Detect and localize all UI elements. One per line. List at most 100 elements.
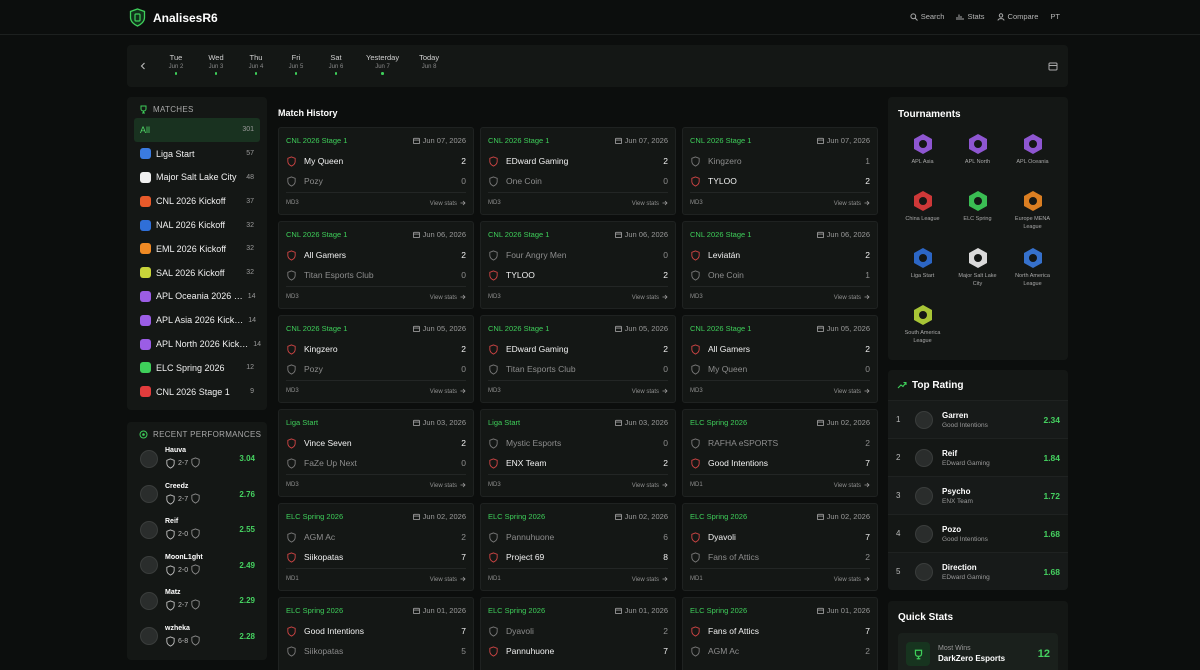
day[interactable]: Wed Jun 3 bbox=[196, 53, 236, 75]
match-filter[interactable]: Liga Start 57 bbox=[134, 142, 260, 166]
prev-arrow[interactable] bbox=[139, 62, 147, 70]
tournament[interactable]: Major Salt Lake City bbox=[950, 247, 1005, 304]
view-stats-link[interactable]: View stats bbox=[430, 576, 466, 584]
performance-row[interactable]: Hauva 2-7 3.04 bbox=[127, 441, 267, 477]
team-row: Project 69 8 bbox=[488, 550, 668, 564]
performance-row[interactable]: wzheka 6-8 2.28 bbox=[127, 619, 267, 655]
tournament[interactable]: China League bbox=[895, 190, 950, 247]
brand[interactable]: AnalisesR6 bbox=[153, 11, 218, 25]
match-filter[interactable]: APL Asia 2026 Kick… 14 bbox=[134, 308, 260, 332]
match-card[interactable]: CNL 2026 Stage 1 Jun 07, 2026 Kingzero 1 TYL… bbox=[682, 127, 878, 215]
view-stats-link[interactable]: View stats bbox=[632, 576, 668, 584]
match-card[interactable]: CNL 2026 Stage 1 Jun 05, 2026 Kingzero 2 Poz… bbox=[278, 315, 474, 403]
match-card[interactable]: ELC Spring 2026 Jun 02, 2026 AGM Ac 2 Siikop… bbox=[278, 503, 474, 591]
performance-row[interactable]: Creedz 2-7 2.76 bbox=[127, 477, 267, 513]
match-card[interactable]: CNL 2026 Stage 1 Jun 06, 2026 Four Angry M… bbox=[480, 221, 676, 309]
view-stats-link[interactable]: View stats bbox=[834, 576, 870, 584]
performance-row[interactable]: MoonL1ght 2-0 2.49 bbox=[127, 548, 267, 584]
match-filter[interactable]: SAL 2026 Kickoff 32 bbox=[134, 261, 260, 285]
view-stats-link[interactable]: View stats bbox=[834, 482, 870, 490]
tournament[interactable]: APL North bbox=[950, 133, 1005, 190]
match-card[interactable]: ELC Spring 2026 Jun 02, 2026 Pannuhuone 6 Pr… bbox=[480, 503, 676, 591]
match-filter[interactable]: CNL 2026 Stage 1 9 bbox=[134, 380, 260, 404]
tournament[interactable]: North America League bbox=[1005, 247, 1060, 304]
tournament[interactable]: APL Oceania bbox=[1005, 133, 1060, 190]
team-row: Siikopatas 5 bbox=[286, 644, 466, 658]
tournament[interactable]: APL Asia bbox=[895, 133, 950, 190]
match-card[interactable]: CNL 2026 Stage 1 Jun 07, 2026 EDward Gamin… bbox=[480, 127, 676, 215]
view-stats-link[interactable]: View stats bbox=[834, 294, 870, 302]
calendar-button[interactable] bbox=[1048, 61, 1058, 71]
day[interactable]: Sat Jun 6 bbox=[316, 53, 356, 75]
match-filter[interactable]: CNL 2026 Kickoff 37 bbox=[134, 189, 260, 213]
view-stats-link[interactable]: View stats bbox=[834, 388, 870, 396]
nav-item[interactable]: Search bbox=[910, 12, 944, 21]
match-filter[interactable]: EML 2026 Kickoff 32 bbox=[134, 237, 260, 261]
day-name: Tue bbox=[169, 53, 183, 62]
event-name: ELC Spring 2026 bbox=[488, 606, 546, 615]
match-filter[interactable]: NAL 2026 Kickoff 32 bbox=[134, 213, 260, 237]
view-stats-link[interactable]: View stats bbox=[430, 200, 466, 208]
rating-row[interactable]: 4 Pozo Good Intentions 1.68 bbox=[888, 514, 1068, 552]
nav-item[interactable]: Stats bbox=[956, 12, 985, 21]
day-date: Jun 4 bbox=[248, 64, 264, 70]
section-title: Match History bbox=[278, 108, 338, 118]
nav-item[interactable]: PT bbox=[1050, 12, 1060, 21]
match-filter[interactable]: ELC Spring 2026 12 bbox=[134, 356, 260, 380]
tournament[interactable]: South America League bbox=[895, 304, 950, 361]
tournament[interactable]: ELC Spring bbox=[950, 190, 1005, 247]
team-name: EDward Gaming bbox=[506, 156, 569, 166]
performance-row[interactable]: Reif 2-0 2.55 bbox=[127, 512, 267, 548]
match-card[interactable]: ELC Spring 2026 Jun 01, 2026 Dyavoli 2 Pannu… bbox=[480, 597, 676, 670]
performance-row[interactable]: Matz 2-7 2.29 bbox=[127, 583, 267, 619]
icon-shape bbox=[287, 457, 296, 469]
match-card[interactable]: Liga Start Jun 03, 2026 Vince Seven 2 FaZe U… bbox=[278, 409, 474, 497]
tournament[interactable]: Europe MENA League bbox=[1005, 190, 1060, 247]
player-info: Reif 2-0 bbox=[165, 518, 201, 541]
day[interactable]: Fri Jun 5 bbox=[276, 53, 316, 75]
view-stats-link[interactable]: View stats bbox=[834, 200, 870, 208]
icon-shape bbox=[460, 482, 466, 488]
day[interactable]: Thu Jun 4 bbox=[236, 53, 276, 75]
match-card[interactable]: ELC Spring 2026 Jun 01, 2026 Fans of Attic… bbox=[682, 597, 878, 670]
match-filter[interactable]: Major Salt Lake City 48 bbox=[134, 166, 260, 190]
event-name: APL North 2026 Kick… bbox=[156, 339, 249, 350]
view-stats-link[interactable]: View stats bbox=[632, 200, 668, 208]
view-stats-link[interactable]: View stats bbox=[632, 388, 668, 396]
day[interactable]: Yesterday Jun 7 bbox=[356, 53, 409, 75]
rating-row[interactable]: 3 Psycho ENX Team 1.72 bbox=[888, 476, 1068, 514]
match-card[interactable]: ELC Spring 2026 Jun 02, 2026 RAFHA eSPORTS… bbox=[682, 409, 878, 497]
icon-shape bbox=[691, 551, 700, 563]
date-text: Jun 05, 2026 bbox=[826, 324, 870, 333]
card-header: ELC Spring 2026 Jun 01, 2026 bbox=[286, 606, 466, 615]
nav-item[interactable]: Compare bbox=[997, 12, 1038, 21]
day[interactable]: Tue Jun 2 bbox=[156, 53, 196, 75]
view-stats-link[interactable]: View stats bbox=[632, 294, 668, 302]
view-stats-link[interactable]: View stats bbox=[430, 388, 466, 396]
match-card[interactable]: ELC Spring 2026 Jun 02, 2026 Dyavoli 7 Fans … bbox=[682, 503, 878, 591]
team-score: 2 bbox=[865, 344, 870, 354]
tournament[interactable]: Liga Start bbox=[895, 247, 950, 304]
divider bbox=[488, 286, 668, 287]
team-row: My Queen 2 bbox=[286, 154, 466, 168]
view-stats-link[interactable]: View stats bbox=[430, 482, 466, 490]
match-card[interactable]: ELC Spring 2026 Jun 01, 2026 Good Intentio… bbox=[278, 597, 474, 670]
team-score: 2 bbox=[461, 344, 466, 354]
match-filter[interactable]: All 301 bbox=[134, 118, 260, 142]
view-stats-link[interactable]: View stats bbox=[632, 482, 668, 490]
rating-row[interactable]: 1 Garren Good Intentions 2.34 bbox=[888, 400, 1068, 438]
match-card[interactable]: CNL 2026 Stage 1 Jun 05, 2026 EDward Gamin… bbox=[480, 315, 676, 403]
view-stats-link[interactable]: View stats bbox=[430, 294, 466, 302]
match-filter[interactable]: APL Oceania 2026 … 14 bbox=[134, 285, 260, 309]
match-filter[interactable]: APL North 2026 Kick… 14 bbox=[134, 332, 261, 356]
team-score: 2 bbox=[461, 250, 466, 260]
day[interactable]: Today Jun 8 bbox=[409, 53, 449, 75]
event-count: 301 bbox=[242, 126, 254, 134]
rating-row[interactable]: 2 Reif EDward Gaming 1.84 bbox=[888, 438, 1068, 476]
match-card[interactable]: CNL 2026 Stage 1 Jun 06, 2026 All Gamers 2 T… bbox=[278, 221, 474, 309]
match-card[interactable]: CNL 2026 Stage 1 Jun 06, 2026 Leviatán 2 One… bbox=[682, 221, 878, 309]
rating-row[interactable]: 5 Direction EDward Gaming 1.68 bbox=[888, 552, 1068, 590]
match-card[interactable]: CNL 2026 Stage 1 Jun 05, 2026 All Gamers 2 M… bbox=[682, 315, 878, 403]
match-card[interactable]: Liga Start Jun 03, 2026 Mystic Esports 0 ENX… bbox=[480, 409, 676, 497]
match-card[interactable]: CNL 2026 Stage 1 Jun 07, 2026 My Queen 2 Poz… bbox=[278, 127, 474, 215]
